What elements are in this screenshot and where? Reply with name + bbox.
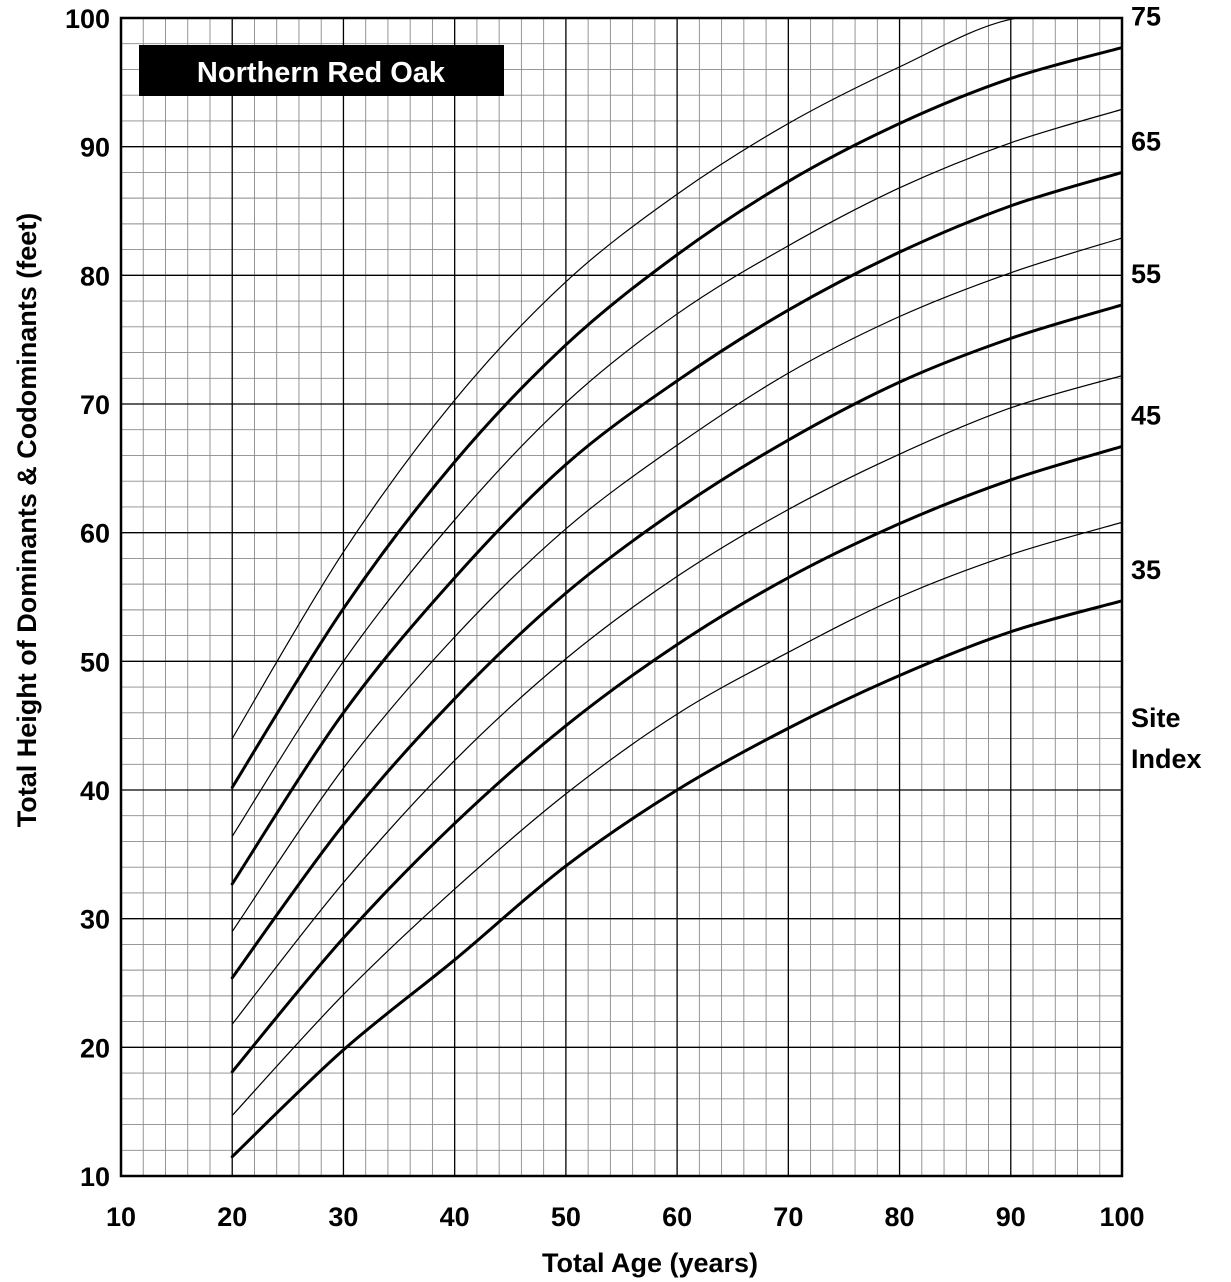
site-index-title-line2: Index <box>1131 744 1202 774</box>
y-tick-label: 20 <box>80 1033 110 1063</box>
site-index-label: 75 <box>1131 2 1161 32</box>
chart-title-box: Northern Red Oak <box>139 45 504 96</box>
site-index-label: 65 <box>1131 126 1161 156</box>
x-tick-label: 60 <box>662 1202 692 1232</box>
x-tick-label: 90 <box>996 1202 1026 1232</box>
site-index-curve-70 <box>231 108 1122 837</box>
site-index-curve-45 <box>230 444 1122 1074</box>
x-tick-label: 30 <box>328 1202 358 1232</box>
y-tick-label: 40 <box>80 776 110 806</box>
site-index-curve-75 <box>230 46 1122 789</box>
site-index-curve-35 <box>230 599 1122 1159</box>
plot-frame <box>119 16 1124 1178</box>
site-index-curve-60 <box>231 237 1122 933</box>
minor-gridlines <box>121 18 1122 1176</box>
site-index-title-line1: Site <box>1131 703 1181 733</box>
y-tick-label: 100 <box>65 4 110 34</box>
y-tick-label: 90 <box>80 133 110 163</box>
x-tick-label: 100 <box>1099 1202 1144 1232</box>
site-index-label: 35 <box>1131 555 1161 585</box>
x-axis-title: Total Age (years) <box>542 1248 758 1278</box>
y-tick-label: 30 <box>80 905 110 935</box>
y-axis-tick-labels: 10 20 30 40 50 60 70 80 90 100 <box>65 4 110 1192</box>
chart-title-background <box>139 45 504 96</box>
site-index-curve-65 <box>230 170 1122 886</box>
y-axis-title: Total Height of Dominants & Codominants … <box>12 213 42 827</box>
y-tick-label: 70 <box>80 390 110 420</box>
x-tick-label: 10 <box>106 1202 136 1232</box>
y-tick-label: 50 <box>80 647 110 677</box>
site-index-curves <box>230 18 1122 1159</box>
x-tick-label: 40 <box>440 1202 470 1232</box>
site-index-label: 55 <box>1131 259 1161 289</box>
x-tick-label: 20 <box>217 1202 247 1232</box>
x-tick-label: 50 <box>551 1202 581 1232</box>
y-tick-label: 60 <box>80 519 110 549</box>
site-index-curve-50 <box>231 375 1122 1025</box>
site-index-curve-40 <box>231 521 1122 1117</box>
y-tick-label: 80 <box>80 261 110 291</box>
site-index-labels: 75 65 55 45 35 <box>1131 2 1161 585</box>
chart-title: Northern Red Oak <box>197 57 446 89</box>
major-gridlines <box>120 17 1123 1177</box>
y-tick-label: 10 <box>80 1162 110 1192</box>
site-index-curve-80 <box>231 18 1122 740</box>
plot-border <box>119 16 1124 1178</box>
x-tick-label: 80 <box>885 1202 915 1232</box>
x-axis-tick-labels: 10 20 30 40 50 60 70 80 90 100 <box>106 1202 1145 1232</box>
site-index-curve-55 <box>230 303 1122 980</box>
x-tick-label: 70 <box>773 1202 803 1232</box>
site-index-label: 45 <box>1131 400 1161 430</box>
